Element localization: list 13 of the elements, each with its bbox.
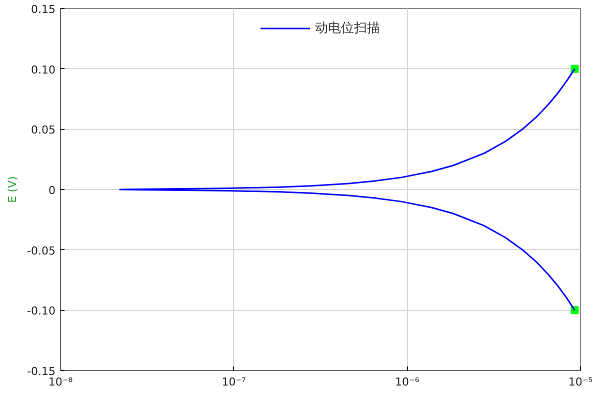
y-tick-label: 0 bbox=[48, 184, 56, 197]
y-tick-label: 0.05 bbox=[31, 124, 56, 137]
legend-label: 动电位扫描 bbox=[315, 20, 380, 37]
x-tick-label: 10⁻⁵ bbox=[568, 376, 593, 388]
y-tick-label: 0.15 bbox=[31, 3, 56, 16]
x-tick-label: 10⁻⁶ bbox=[395, 376, 420, 388]
x-tick-label: 10⁻⁸ bbox=[48, 376, 74, 388]
y-tick-label: 0.10 bbox=[31, 63, 56, 76]
y-tick-label: -0.15 bbox=[27, 365, 56, 378]
y-axis-title: E (V) bbox=[6, 176, 20, 203]
x-tick-label: 10⁻⁷ bbox=[222, 376, 246, 388]
y-tick-label: -0.05 bbox=[27, 244, 56, 258]
y-tick-label: -0.10 bbox=[27, 304, 56, 318]
